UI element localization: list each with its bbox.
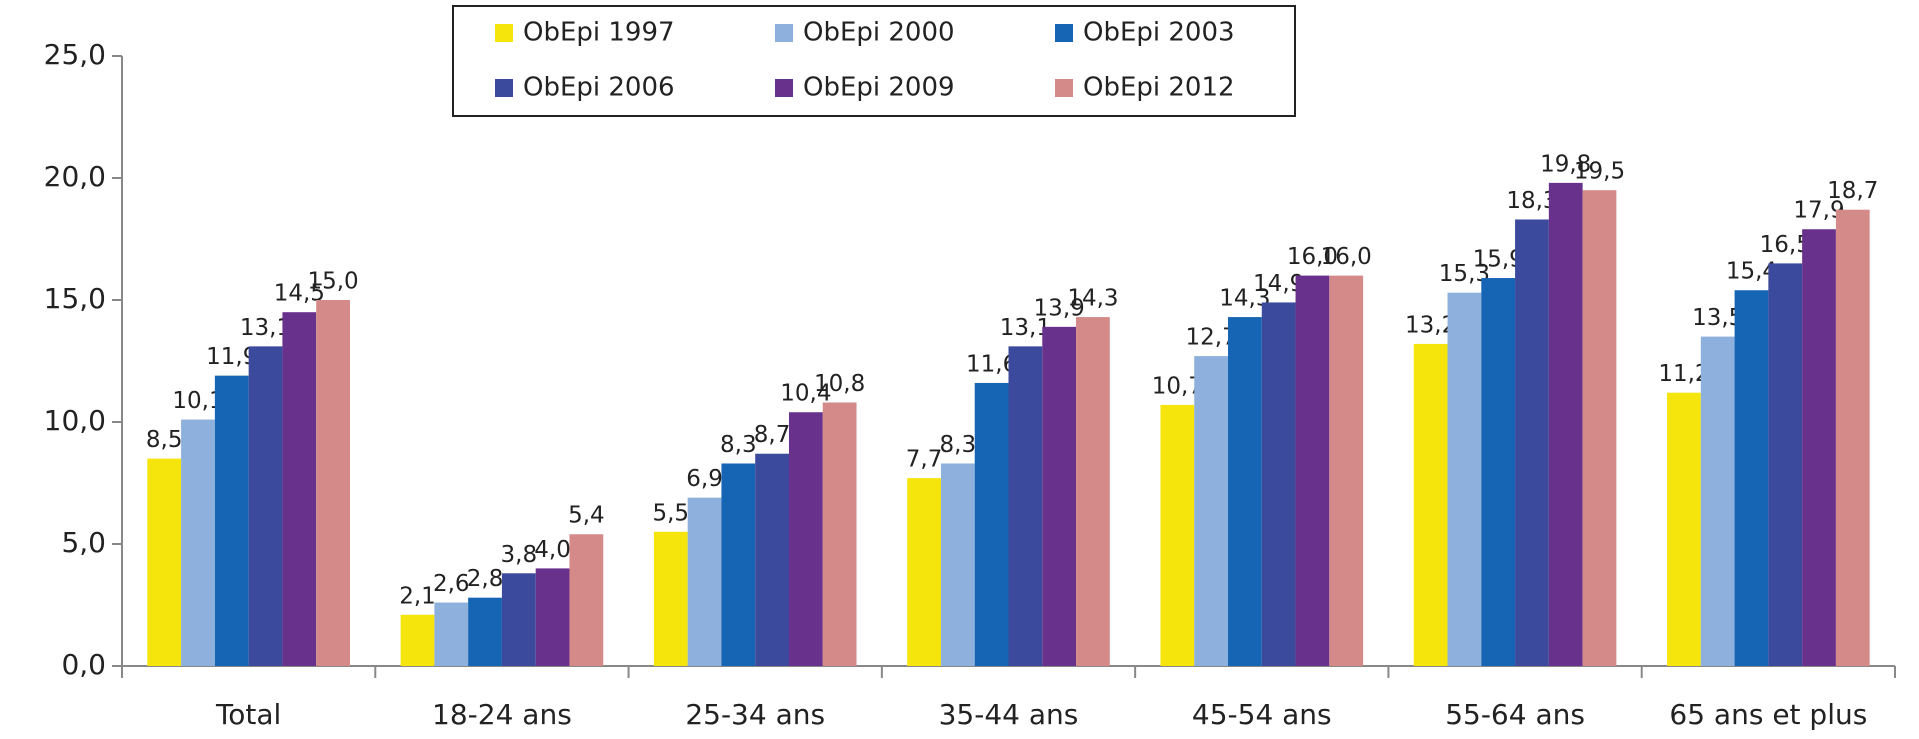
- bar: [282, 312, 317, 666]
- legend-label: ObEpi 2000: [803, 18, 955, 48]
- bar: [501, 573, 536, 666]
- x-tick-label: 45-54 ans: [1192, 698, 1332, 731]
- legend-swatch: [775, 24, 793, 42]
- bar: [653, 531, 688, 666]
- value-label: 18,7: [1827, 178, 1878, 204]
- legend-swatch: [495, 79, 513, 97]
- value-label: 8,5: [146, 427, 183, 453]
- legend-label: ObEpi 1997: [523, 18, 675, 48]
- value-label: 8,3: [720, 432, 757, 458]
- value-label: 3,8: [501, 542, 538, 568]
- value-label: 5,4: [568, 503, 605, 529]
- y-tick-label: 0,0: [61, 648, 106, 681]
- legend-swatch: [775, 79, 793, 97]
- y-tick-label: 5,0: [61, 526, 106, 559]
- legend-swatch: [1055, 79, 1073, 97]
- bar: [434, 602, 469, 666]
- x-tick-label: 18-24 ans: [432, 698, 572, 731]
- value-label: 19,8: [1540, 151, 1591, 177]
- bar: [1582, 190, 1617, 666]
- bar: [1295, 275, 1330, 666]
- value-label: 16,0: [1321, 244, 1372, 270]
- bar: [940, 463, 975, 666]
- y-tick-label: 20,0: [44, 160, 106, 193]
- legend-label: ObEpi 2009: [803, 73, 955, 103]
- bar: [1160, 404, 1195, 666]
- bar: [147, 458, 182, 666]
- bar: [1515, 219, 1549, 667]
- value-label: 2,8: [467, 566, 504, 592]
- bar: [1413, 343, 1448, 666]
- value-label: 13,9: [1034, 295, 1085, 321]
- bar: [1261, 302, 1296, 666]
- y-tick-label: 25,0: [44, 38, 106, 71]
- bar: [400, 614, 435, 666]
- bar: [181, 419, 215, 666]
- bar: [1667, 392, 1701, 666]
- value-label: 19,5: [1574, 159, 1625, 185]
- value-label: 15,0: [307, 269, 358, 295]
- bar: [468, 597, 502, 666]
- value-label: 16,0: [1287, 244, 1338, 270]
- value-label: 5,5: [652, 500, 689, 526]
- bar: [1447, 292, 1482, 666]
- bar: [1228, 317, 1262, 666]
- legend-swatch: [495, 24, 513, 42]
- bar: [721, 463, 756, 666]
- bar: [1700, 336, 1735, 666]
- value-label: 10,4: [780, 381, 831, 407]
- bar: [788, 412, 823, 666]
- bar: [1194, 356, 1229, 666]
- bar: [1768, 263, 1803, 666]
- bar: [1329, 275, 1364, 666]
- bar: [1802, 229, 1836, 667]
- legend-label: ObEpi 2006: [523, 73, 675, 103]
- value-label: 2,6: [433, 571, 470, 597]
- legend-label: ObEpi 2003: [1083, 18, 1235, 48]
- x-tick-label: Total: [215, 698, 281, 731]
- bar: [214, 375, 249, 666]
- bar: [569, 534, 604, 666]
- bar: [687, 497, 722, 666]
- value-label: 7,7: [906, 447, 943, 473]
- y-tick-label: 15,0: [44, 282, 106, 315]
- bar: [248, 346, 283, 666]
- y-tick-label: 10,0: [44, 404, 106, 437]
- bar: [1008, 346, 1043, 666]
- value-label: 14,3: [1067, 286, 1118, 312]
- legend-label: ObEpi 2012: [1083, 73, 1235, 103]
- value-label: 6,9: [686, 466, 723, 492]
- bar: [1481, 278, 1516, 666]
- legend-box: [452, 5, 1296, 117]
- x-tick-label: 65 ans et plus: [1669, 698, 1867, 731]
- bar: [535, 568, 570, 666]
- x-tick-label: 55-64 ans: [1445, 698, 1585, 731]
- value-label: 2,1: [399, 583, 436, 609]
- bar: [1042, 326, 1077, 666]
- value-label: 4,0: [534, 537, 571, 563]
- legend-swatch: [1055, 24, 1073, 42]
- x-tick-label: 25-34 ans: [685, 698, 825, 731]
- x-tick-label: 35-44 ans: [939, 698, 1079, 731]
- bar: [755, 453, 789, 666]
- bar: [316, 300, 350, 666]
- bar: [1548, 182, 1583, 666]
- bar: [822, 402, 857, 666]
- bar: [1734, 290, 1769, 666]
- bar: [974, 382, 1009, 666]
- value-label: 10,8: [814, 371, 865, 397]
- bar: [1076, 317, 1110, 666]
- bar: [1835, 209, 1870, 666]
- bar: [907, 478, 941, 666]
- value-label: 8,7: [754, 422, 791, 448]
- value-label: 8,3: [940, 432, 977, 458]
